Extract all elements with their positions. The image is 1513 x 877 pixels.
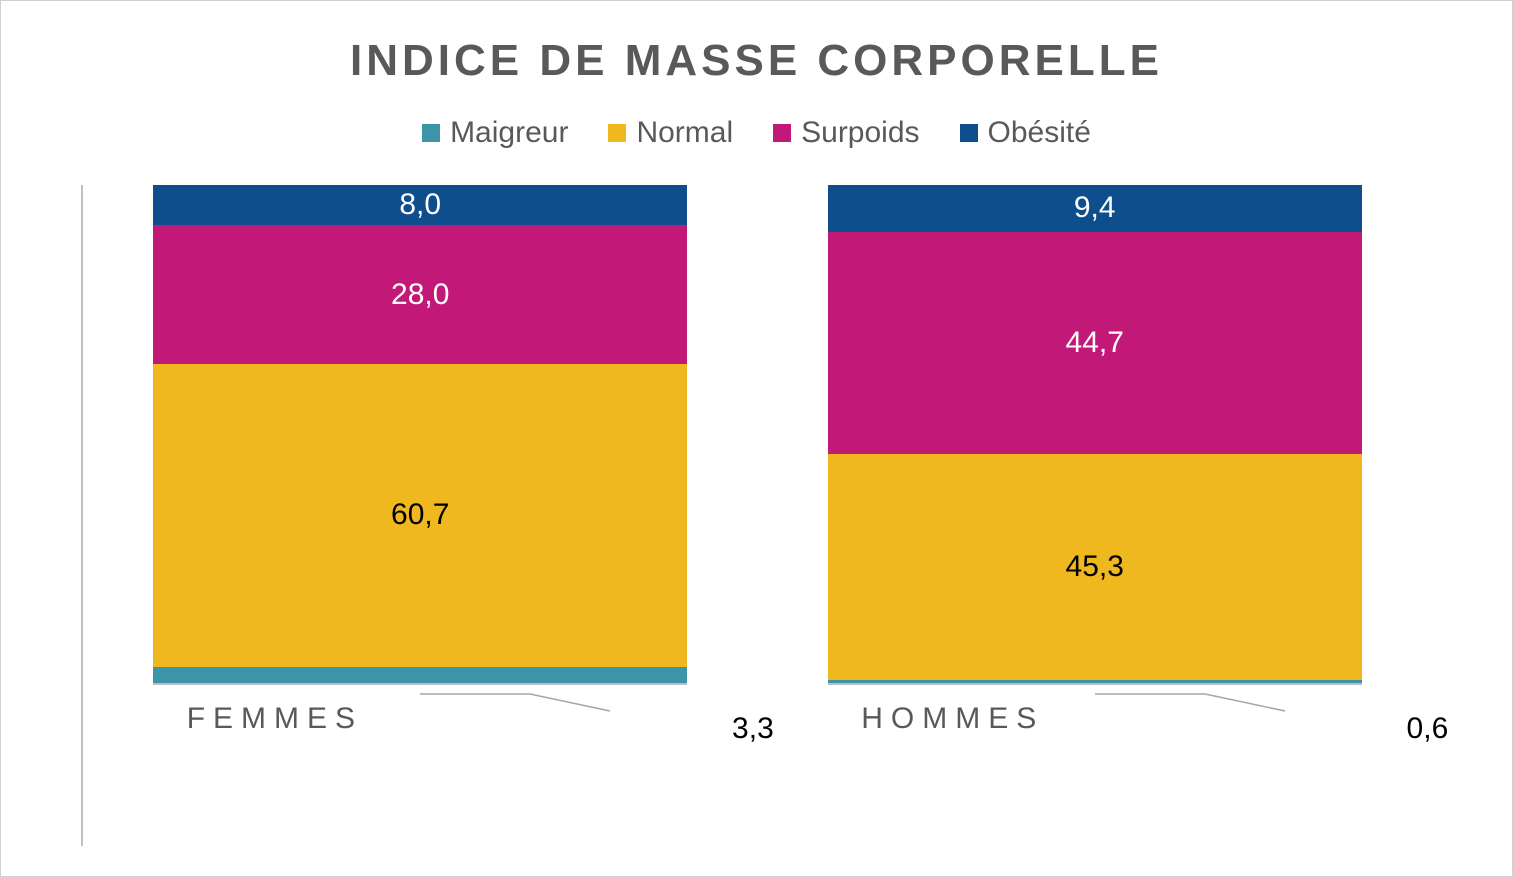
category-label-hommes: HOMMES [861,702,1044,736]
bar-label-femmes-obesite: 8,0 [399,188,441,222]
callout-label-hommes: 0,6 [1407,712,1449,746]
plot-area: 60,7 28,0 8,0 FEMMES 3,3 [31,185,1482,846]
chart-title: INDICE DE MASSE CORPORELLE [31,36,1482,86]
bar-label-femmes-normal: 60,7 [391,498,449,532]
bar-stack-hommes: 45,3 44,7 9,4 [828,185,1362,685]
legend-swatch-surpoids [773,124,791,142]
legend-label-obesite: Obésité [988,116,1091,150]
legend: Maigreur Normal Surpoids Obésité [31,116,1482,150]
callout-line-hommes [1095,666,1345,716]
legend-label-normal: Normal [636,116,733,150]
legend-swatch-maigreur [422,124,440,142]
bar-stack-femmes: 60,7 28,0 8,0 [153,185,687,685]
chart-container: INDICE DE MASSE CORPORELLE Maigreur Norm… [0,0,1513,877]
bar-group-femmes: 60,7 28,0 8,0 FEMMES 3,3 [117,185,724,766]
legend-swatch-normal [608,124,626,142]
bar-label-hommes-surpoids: 44,7 [1066,326,1124,360]
legend-label-maigreur: Maigreur [450,116,568,150]
bar-label-hommes-obesite: 9,4 [1074,191,1116,225]
plot-inner: 60,7 28,0 8,0 FEMMES 3,3 [81,185,1432,846]
callout-line-femmes [420,666,670,716]
bar-label-hommes-normal: 45,3 [1066,550,1124,584]
bar-segment-femmes-obesite: 8,0 [153,185,687,225]
category-label-femmes: FEMMES [187,702,363,736]
bar-segment-hommes-normal: 45,3 [828,454,1362,680]
callout-label-femmes: 3,3 [732,712,774,746]
legend-item-normal: Normal [608,116,733,150]
bar-label-femmes-surpoids: 28,0 [391,278,449,312]
bar-group-hommes: 45,3 44,7 9,4 HOMMES 0,6 [791,185,1398,766]
legend-swatch-obesite [960,124,978,142]
legend-item-obesite: Obésité [960,116,1091,150]
bar-segment-femmes-normal: 60,7 [153,364,687,666]
legend-label-surpoids: Surpoids [801,116,919,150]
bar-segment-hommes-surpoids: 44,7 [828,232,1362,455]
legend-item-maigreur: Maigreur [422,116,568,150]
bar-segment-hommes-obesite: 9,4 [828,185,1362,232]
bar-segment-femmes-surpoids: 28,0 [153,225,687,364]
legend-item-surpoids: Surpoids [773,116,919,150]
